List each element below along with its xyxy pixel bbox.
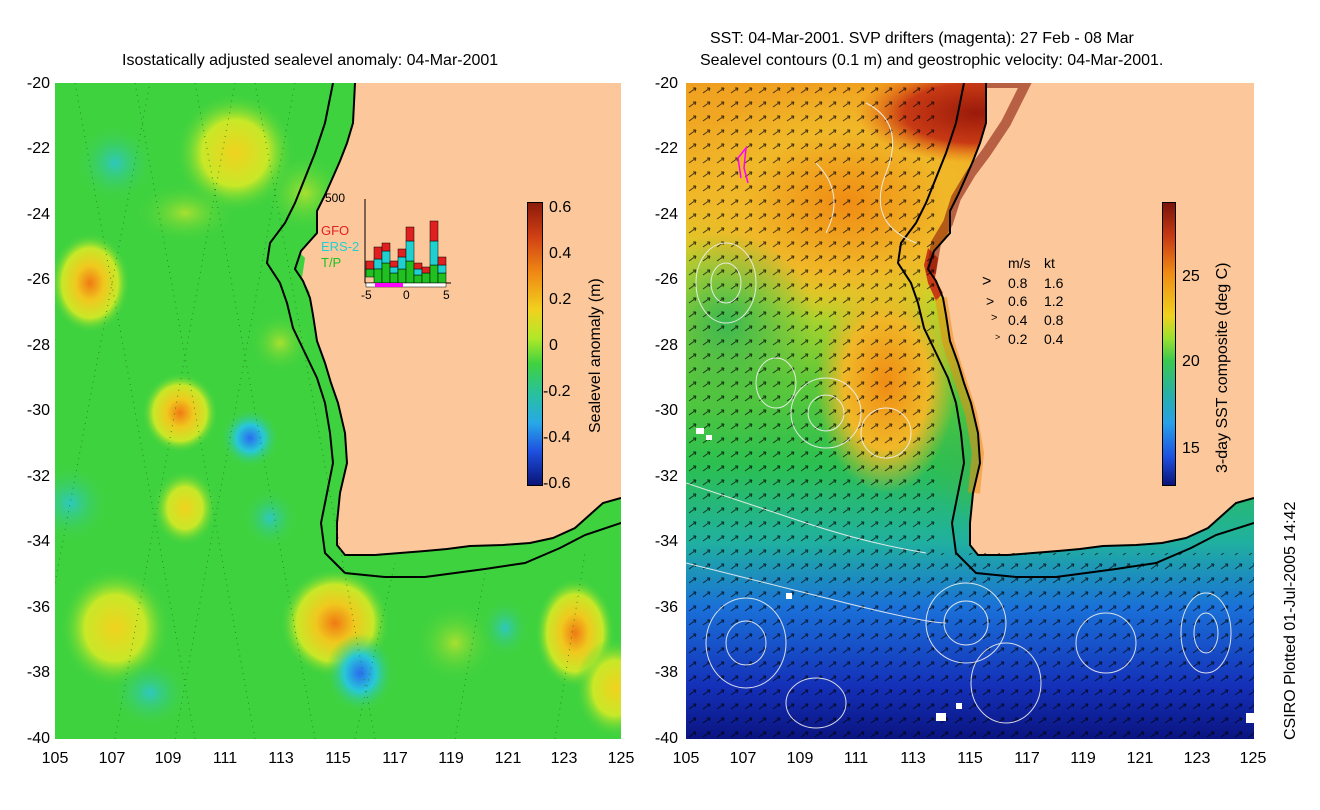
right-xtick-6: 117	[1014, 750, 1040, 767]
left-ytick-3: -26	[26, 271, 50, 288]
right-xtick-5: 115	[957, 750, 983, 767]
sealevel-map-canvas	[55, 83, 621, 739]
left-title: Isostatically adjusted sealevel anomaly:…	[122, 52, 499, 69]
left-ytick-7: -34	[26, 533, 50, 550]
sat-tp: T/P	[321, 255, 342, 270]
right-cb-tick-2: 15	[1182, 440, 1200, 457]
right-xtick-10: 125	[1239, 750, 1267, 767]
right-ytick-2: -24	[654, 206, 678, 223]
right-cb-label: 3-day SST composite (deg C)	[1214, 262, 1231, 473]
right-xtick-2: 109	[786, 750, 814, 767]
left-xtick-0: 105	[41, 750, 69, 767]
right-title-line2: Sealevel contours (0.1 m) and geostrophi…	[700, 52, 1164, 69]
left-cb-tick-3: 0	[549, 337, 558, 354]
left-xtick-2: 109	[154, 750, 182, 767]
australia-land	[295, 83, 621, 555]
right-ytick-5: -30	[654, 402, 678, 419]
left-xtick-3: 111	[212, 750, 238, 767]
velocity-legend-kt-1: 1.2	[1044, 293, 1064, 309]
right-ytick-9: -38	[654, 664, 678, 681]
velocity-legend-kt-2: 0.8	[1044, 312, 1064, 328]
sealevel-contours	[686, 102, 1232, 729]
left-xtick-7: 119	[438, 750, 464, 767]
left-ytick-1: -22	[26, 140, 50, 157]
right-ytick-1: -22	[654, 140, 678, 157]
left-ytick-0: -20	[26, 75, 50, 92]
right-title-line1: SST: 04-Mar-2001. SVP drifters (magenta)…	[710, 30, 1134, 47]
right-xtick-1: 107	[729, 750, 757, 767]
shelf-contour	[265, 83, 621, 578]
left-ytick-9: -38	[26, 664, 50, 681]
right-ytick-3: -26	[654, 271, 678, 288]
right-ytick-7: -34	[654, 533, 678, 550]
right-ytick-6: -32	[654, 468, 678, 485]
sealevel-colorbar	[527, 202, 543, 486]
velocity-legend-ms-0: 0.8	[1008, 275, 1028, 291]
left-xtick-10: 125	[607, 750, 635, 767]
left-ytick-10: -40	[26, 730, 50, 747]
left-xtick-4: 113	[268, 750, 294, 767]
coastline-right	[926, 83, 1254, 556]
left-xtick-6: 117	[382, 750, 408, 767]
velocity-legend-ms-1: 0.6	[1008, 293, 1028, 309]
sst-colorbar	[1162, 202, 1176, 486]
sat-ers2: ERS-2	[321, 239, 360, 254]
right-ytick-0: -20	[654, 75, 678, 92]
left-xtick-1: 107	[98, 750, 126, 767]
left-cb-tick-0: 0.6	[549, 199, 572, 216]
inset-xtick-1: 0	[403, 288, 410, 302]
velocity-legend-arrow-1: >	[986, 293, 995, 309]
inset-xtick-2: 5	[443, 288, 450, 302]
plot-credit: CSIRO Plotted 01-Jul-2005 14:42	[1282, 501, 1299, 740]
satellite-inset: 500 GFO ERS-2 T/P -5 0 5	[315, 191, 455, 302]
left-cb-tick-1: 0.4	[549, 245, 572, 262]
velocity-legend-arrow-2: >	[991, 312, 998, 324]
inset-xtick-0: -5	[361, 288, 372, 302]
left-ytick-6: -32	[26, 468, 50, 485]
right-ytick-10: -40	[654, 730, 678, 747]
velocity-legend-arrow-3: >	[995, 332, 1001, 342]
velocity-legend-ms-header: m/s	[1008, 255, 1031, 271]
right-xtick-7: 119	[1070, 750, 1096, 767]
right-xtick-0: 105	[672, 750, 700, 767]
velocity-legend-ms-3: 0.2	[1008, 331, 1028, 347]
velocity-legend-kt-0: 1.6	[1044, 275, 1064, 291]
left-cb-tick-2: 0.2	[549, 291, 572, 308]
left-cb-tick-5: -0.4	[543, 429, 571, 446]
sat-gfo: GFO	[321, 223, 350, 238]
velocity-legend-kt-3: 0.4	[1044, 331, 1064, 347]
left-ytick-4: -28	[26, 337, 50, 354]
left-xtick-8: 121	[494, 750, 522, 767]
inset-bars	[364, 199, 451, 288]
right-xtick-3: 111	[843, 750, 869, 767]
right-cb-tick-1: 20	[1182, 353, 1200, 370]
right-ytick-4: -28	[654, 337, 678, 354]
coastline	[293, 83, 621, 556]
right-ytick-8: -36	[654, 599, 678, 616]
svp-drifter-track	[737, 145, 749, 184]
left-cb-label: Sealevel anomaly (m)	[587, 278, 604, 433]
right-xtick-4: 113	[900, 750, 926, 767]
left-xtick-5: 115	[325, 750, 351, 767]
right-xtick-8: 121	[1126, 750, 1154, 767]
left-xtick-9: 123	[550, 750, 578, 767]
sst-map-canvas	[686, 83, 1254, 739]
sst-map: m/s kt > 0.8 1.6 > 0.6 1.2 > 0.4 0.8 > 0…	[686, 83, 1254, 739]
left-ytick-5: -30	[26, 402, 50, 419]
cloud-speckles	[696, 428, 1254, 723]
sealevel-map: 500 GFO ERS-2 T/P -5 0 5	[55, 83, 621, 739]
right-xtick-9: 123	[1183, 750, 1211, 767]
left-ytick-2: -24	[26, 206, 50, 223]
inset-ymax: 500	[325, 191, 346, 205]
left-cb-tick-4: -0.2	[543, 383, 571, 400]
velocity-legend-ms-2: 0.4	[1008, 312, 1028, 328]
velocity-legend-kt-header: kt	[1044, 255, 1055, 271]
left-ytick-8: -36	[26, 599, 50, 616]
left-cb-tick-6: -0.6	[543, 475, 571, 492]
velocity-legend-arrow-0: >	[982, 273, 992, 290]
right-cb-tick-0: 25	[1182, 268, 1200, 285]
